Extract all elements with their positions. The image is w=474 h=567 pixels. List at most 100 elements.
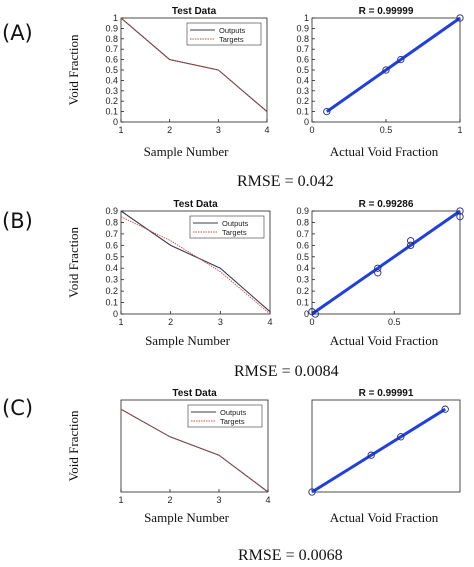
x-tick-label: 0.5 [380,125,393,135]
x-tick-label: 0 [309,125,314,135]
data-point [441,405,449,413]
rmse-label: RMSE = 0.042 [237,173,334,190]
legend-label: Outputs [222,219,249,228]
y-tick-label: 0.5 [105,252,118,262]
y-tick-label: 0.6 [296,240,309,250]
y-tick-label: 0.8 [296,34,309,44]
y-tick-label: 0.9 [296,23,309,33]
y-tick-label: 0.8 [105,217,118,227]
y-tick-label: 0.9 [105,23,118,33]
y-tick-label: 0.4 [105,75,118,85]
data-point [397,433,405,441]
x-tick-label: 4 [267,317,272,327]
y-tick-label: 0.5 [105,65,118,75]
y-tick-label: 0.4 [296,75,309,85]
fit-line [311,209,461,316]
fit-line [311,407,446,494]
chart-title: Test Data [172,388,217,399]
y-tick-label: 0.3 [296,86,309,96]
panel-label: (C) [2,396,33,420]
rmse-label: RMSE = 0.0084 [234,363,339,380]
x-axis-label: Actual Void Fraction [330,510,439,525]
y-tick-label: 0.9 [105,206,118,216]
y-axis-label: Void Fraction [66,227,81,298]
chart-title: R = 0.99991 [359,388,414,399]
panel-label: (B) [2,209,33,233]
test-data-chart: Test Data 1 2 3 4 Sample Number Void Fraction O… [66,388,271,525]
y-tick-label: 1 [304,13,309,23]
y-tick-label: 0 [113,309,118,319]
y-tick-label: 0.8 [296,217,309,227]
y-tick-label: 0.5 [296,65,309,75]
y-tick-label: 0.1 [105,107,118,117]
y-tick-label: 0.9 [296,206,309,216]
data-point [456,213,464,221]
y-tick-label: 1 [113,13,118,23]
data-point [367,451,375,459]
x-tick-label: 1 [118,317,123,327]
data-point [374,269,382,277]
y-tick-label: 0.2 [296,96,309,106]
y-tick-label: 0.7 [296,229,309,239]
panel-label: (A) [2,21,33,45]
data-point [323,107,331,116]
panel-labels-layer: (A) (B) (C) RMSE = 0.042 RMSE = 0.0084 RMSE =… [2,21,343,564]
legend-label: Targets [219,35,244,44]
x-tick-label: 2 [168,317,173,327]
chart-title: R = 0.99999 [359,6,414,17]
y-tick-label: 0.7 [105,229,118,239]
data-point [456,207,464,215]
y-tick-label: 0.3 [296,275,309,285]
regression-chart: R = 0.99991 Actual Void Fraction [308,388,461,525]
y-tick-label: 0.8 [105,34,118,44]
x-axis-label: Sample Number [144,510,230,525]
y-tick-label: 0.3 [105,86,118,96]
series-line [120,17,268,112]
x-tick-label: 4 [264,125,269,135]
data-point [407,237,415,245]
x-tick-label: 1 [118,125,123,135]
legend-label: Outputs [219,26,246,35]
y-tick-label: 0.2 [105,286,118,296]
x-tick-label: 2 [167,125,172,135]
chart-title: R = 0.99286 [359,199,414,210]
fit-line [325,16,461,113]
chart-title: Test Data [172,6,217,17]
series-line [120,216,271,315]
x-tick-label: 1 [118,495,123,505]
series-line [120,210,271,313]
x-tick-label: 0 [309,317,314,327]
y-tick-label: 0.6 [296,55,309,65]
y-tick-label: 0 [304,117,309,127]
y-tick-label: 0.5 [296,252,309,262]
y-tick-label: 0.1 [105,298,118,308]
legend-label: Targets [220,417,245,426]
data-point [456,14,464,22]
rmse-label: RMSE = 0.0068 [238,547,343,564]
x-tick-label: 4 [265,495,270,505]
x-tick-label: 3 [216,495,221,505]
data-point [382,66,390,74]
data-point [308,488,316,496]
data-point [374,264,382,272]
y-tick-label: 0.6 [105,240,118,250]
y-tick-label: 0.1 [296,298,309,308]
x-axis-label: Actual Void Fraction [330,144,439,159]
data-point [397,55,405,64]
y-tick-label: 0 [304,309,309,319]
y-tick-label: 0 [113,117,118,127]
legend-label: Targets [222,228,247,237]
y-tick-label: 0.6 [105,55,118,65]
series-line [120,408,269,493]
y-tick-label: 0.4 [105,263,118,273]
y-tick-label: 0.4 [296,263,309,273]
